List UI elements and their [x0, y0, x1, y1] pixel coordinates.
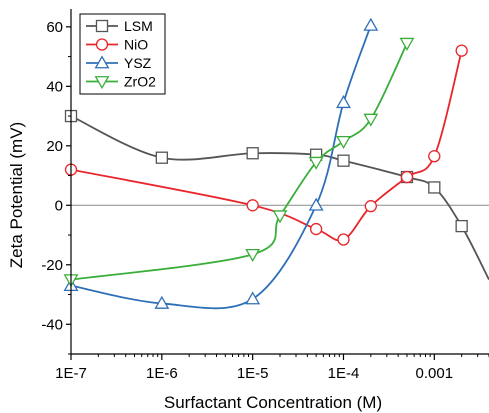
x-tick-label: 1E-6 — [146, 365, 178, 382]
y-tick-label: -40 — [41, 316, 63, 333]
y-axis-title: Zeta Potential (mV) — [7, 122, 26, 268]
series-ysz — [63, 17, 379, 310]
data-point-zro2 — [308, 156, 324, 170]
data-point-ysz — [336, 95, 351, 109]
data-point-zro2 — [245, 248, 261, 263]
data-point-lsm — [246, 147, 259, 160]
legend-label: NiO — [124, 37, 148, 53]
legend-label: LSM — [124, 18, 153, 34]
legend-marker — [95, 19, 109, 33]
series-zro2 — [63, 37, 415, 288]
data-point-nio — [400, 170, 414, 184]
x-tick-label: 1E-4 — [328, 365, 360, 382]
legend-label: ZrO2 — [124, 74, 156, 90]
series-line-ysz — [71, 25, 372, 310]
data-point-nio — [364, 200, 377, 213]
data-point-nio — [455, 44, 468, 57]
data-point-nio — [309, 222, 323, 236]
data-point-ysz — [154, 295, 170, 309]
legend-label: YSZ — [124, 55, 152, 71]
data-point-zro2 — [399, 37, 415, 51]
x-tick-label: 1E-7 — [55, 365, 87, 382]
data-point-zro2 — [272, 210, 288, 224]
legend-marker — [94, 55, 110, 69]
data-point-nio — [337, 233, 350, 246]
data-point-lsm — [155, 151, 168, 164]
data-point-zro2 — [363, 113, 379, 127]
data-point-lsm — [455, 219, 468, 233]
x-axis-title: Surfactant Concentration (M) — [164, 393, 382, 412]
y-tick-label: 40 — [46, 78, 63, 95]
legend-item-ysz: YSZ — [86, 55, 152, 71]
legend-marker — [95, 38, 109, 51]
y-tick-label: 20 — [46, 138, 63, 155]
y-tick-label: 0 — [55, 197, 63, 214]
series-nio — [64, 44, 468, 246]
legend-item-nio: NiO — [86, 37, 148, 53]
legend-item-lsm: LSM — [86, 18, 153, 34]
legend: LSM NiO YSZ ZrO2 — [79, 13, 166, 95]
legend-item-zro2: ZrO2 — [86, 74, 156, 90]
data-point-ysz — [308, 197, 324, 211]
legend-marker — [94, 76, 110, 90]
y-tick-label: -20 — [41, 257, 63, 274]
data-point-ysz — [245, 291, 261, 305]
x-tick-label: 1E-5 — [237, 365, 269, 382]
series-layer — [63, 17, 489, 310]
x-tick-label: 0.001 — [416, 365, 454, 382]
data-point-nio — [428, 150, 441, 163]
y-tick-label: 60 — [46, 19, 63, 36]
axes-layer: -40 -20 0 20 40 60 1E-7 1E-6 1E-5 1E-4 0.001 — [41, 9, 489, 382]
data-point-lsm — [428, 181, 441, 194]
data-point-nio — [246, 199, 259, 212]
data-point-zro2 — [336, 135, 351, 149]
data-point-lsm — [337, 154, 350, 167]
series-line-lsm — [71, 115, 489, 281]
data-point-ysz — [363, 17, 379, 31]
series-lsm — [64, 109, 489, 281]
